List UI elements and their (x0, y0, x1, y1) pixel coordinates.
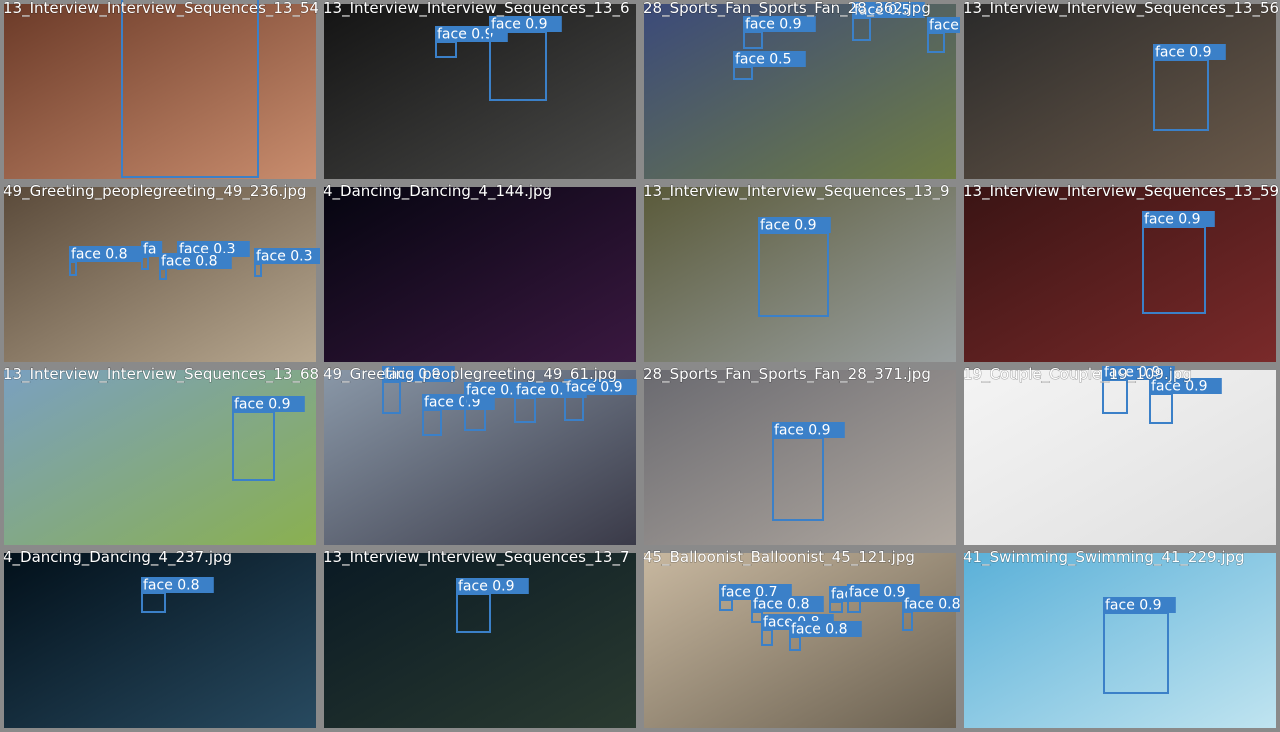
label-background (733, 51, 806, 67)
label-background (141, 577, 214, 593)
detection-label: face 0.9 (1151, 379, 1208, 395)
filename: 13_Interview_Interview_Sequences_13_9 (643, 182, 950, 201)
label-background (1142, 211, 1215, 227)
detection-label: face 0.9 (466, 383, 523, 399)
tile: 4_Dancing_Dancing_4_144.jpg (320, 182, 640, 366)
label-background (743, 16, 816, 32)
filename: 13_Interview_Interview_Sequences_13_6 (323, 0, 630, 18)
bounding-box (121, 0, 259, 178)
detection-label: face 0.8 (161, 254, 218, 270)
filename: 45_Balloonist_Balloonist_45_121.jpg (643, 548, 915, 567)
detection-label: face 0.9 (760, 218, 817, 234)
label-background (489, 16, 562, 32)
detection-label: face (929, 18, 959, 34)
label-background (1149, 378, 1222, 394)
label-background (852, 2, 925, 18)
label-background (927, 17, 960, 33)
label-background (564, 379, 637, 395)
detection-label: face 0.8 (791, 622, 848, 638)
filename: 49_Greeting_peoplegreeting_49_61.jpg (323, 365, 617, 384)
filename: 13_Interview_Interview_Sequences_13_54 (3, 0, 319, 18)
detection-label: face 0.8 (71, 247, 128, 263)
detection-label: face 0.9 (566, 380, 623, 396)
detection-label: face 0.9 (516, 383, 573, 399)
detection-label: face 0.9 (1155, 45, 1212, 61)
detection-label: face 0.9 (234, 397, 291, 413)
filename: 4_Dancing_Dancing_4_144.jpg (323, 182, 552, 201)
filename: 13_Interview_Interview_Sequences_13_56 (963, 0, 1279, 18)
filename: 28_Sports_Fan_Sports_Fan_28_362.jpg (643, 0, 931, 18)
detection-label: face 0.9 (774, 423, 831, 439)
tile-image (964, 553, 1276, 728)
label-background (847, 584, 920, 600)
label-background (758, 217, 831, 233)
label-background (1103, 597, 1176, 613)
tile: face 0.9 13_Interview_Interview_Sequences… (0, 365, 320, 549)
tile-image (964, 370, 1276, 545)
filename: 28_Sports_Fan_Sports_Fan_28_371.jpg (643, 365, 931, 384)
detection-label: fa (143, 242, 157, 258)
filename: 13_Interview_Interview_Sequences_13_7 (323, 548, 630, 567)
tile-image (644, 4, 956, 179)
detection-label: face 0.9 (437, 27, 494, 43)
detection-label: face 0.8 (143, 578, 200, 594)
detection-label: face 0.8 (904, 597, 961, 613)
label-background (1102, 366, 1175, 380)
detection-label: face 0.8 (753, 597, 810, 613)
tile-image (964, 187, 1276, 362)
filename: 13_Interview_Interview_Sequences_13_68 (3, 365, 319, 384)
detection-label: face 0.3 (256, 249, 313, 265)
detection-label: face 0.9 (1105, 598, 1162, 614)
label-background (902, 596, 960, 612)
tile-image (324, 187, 636, 362)
filename: 41_Swimming_Swimming_41_229.jpg (963, 548, 1245, 567)
label-background (69, 246, 142, 262)
label-background (254, 248, 320, 264)
tile: face 0.9 13_Interview_Interview_Sequences… (640, 182, 960, 366)
tile: face 0.9 13_Interview_Interview_Sequences… (960, 182, 1280, 366)
filename: 4_Dancing_Dancing_4_237.jpg (3, 548, 232, 567)
tile: face 0.913_Interview_Interview_Sequences… (0, 0, 320, 183)
detection-label: face 0.9 (384, 367, 441, 383)
filename: 13_Interview_Interview_Sequences_13_59 (963, 182, 1279, 201)
label-background (456, 578, 529, 594)
tile-image (644, 370, 956, 545)
detection-label: face 0.9 (1104, 365, 1161, 381)
label-background (382, 366, 455, 382)
tile-image (4, 4, 316, 179)
tile: face 0.9 13_Interview_Interview_Sequences… (960, 0, 1280, 183)
tile: face 0.9 28_Sports_Fan_Sports_Fan_28_371.… (640, 365, 960, 549)
detection-label: face 0.9 (1144, 212, 1201, 228)
label-background (1153, 44, 1226, 60)
label-background (751, 596, 824, 612)
detection-label: face 0.5 (735, 52, 792, 68)
detection-label: face 0.9 (745, 17, 802, 33)
tile-image (964, 4, 1276, 179)
detection-label: face 0.5 (854, 3, 911, 19)
detection-label: face 0.9 (849, 585, 906, 601)
detection-label: face 0.9 (491, 17, 548, 33)
label-background (141, 241, 163, 257)
tile: face 0.8 4_Dancing_Dancing_4_237.jpg (0, 548, 320, 732)
label-background (159, 253, 232, 269)
detection-label: face 0.9 (458, 579, 515, 595)
filename: 19_Couple_Couple_19_109.jpg (963, 365, 1192, 384)
label-background (232, 396, 305, 412)
tile: face 0.9 41_Swimming_Swimming_41_229.jpg (960, 548, 1280, 732)
tile-image (644, 187, 956, 362)
label-background (772, 422, 845, 438)
filename: 49_Greeting_peoplegreeting_49_236.jpg (3, 182, 307, 201)
label-background (789, 621, 862, 637)
tile: face 0.9 13_Interview_Interview_Sequences… (320, 548, 640, 732)
